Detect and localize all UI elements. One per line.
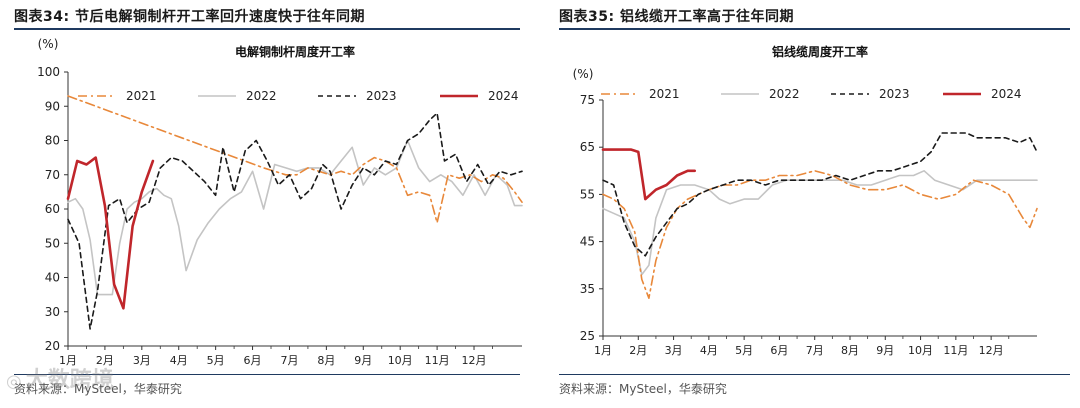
series-line-2024 [66, 156, 155, 310]
legend-label-2024: 2024 [991, 87, 1022, 101]
y-tick-label: 50 [45, 236, 60, 250]
y-tick-label: 75 [580, 93, 595, 107]
right-chart-panel: 图表35: 铝线缆开工率高于往年同期 铝线缆周度开工率 (%) 25 35 45 55 65… [545, 0, 1080, 408]
source-note: 资料来源：MySteel，华泰研究 [559, 382, 727, 396]
x-tick-label: 8月 [317, 354, 335, 367]
y-axis-label: (%) [573, 67, 594, 81]
y-tick-label: 100 [37, 65, 60, 79]
x-tick-label: 6月 [244, 354, 262, 367]
legend-label-2022: 2022 [246, 89, 277, 103]
legend-label-2024: 2024 [488, 89, 519, 103]
figure-title-34: 图表34: 节后电解铜制杆开工率回升速度快于往年同期 [14, 9, 365, 25]
y-tick-label: 65 [580, 140, 595, 154]
title-rule [14, 28, 520, 30]
watermark: ◎ 大数跨境 [6, 362, 114, 394]
x-tick-label: 11月 [425, 354, 450, 367]
x-tick-label: 12月 [462, 354, 487, 367]
series-line-2023 [67, 112, 523, 330]
x-tick-label: 2月 [96, 354, 114, 367]
left-chart-panel: 图表34: 节后电解铜制杆开工率回升速度快于往年同期 电解铜制杆周度开工率 (%)… [0, 0, 530, 408]
legend-label-2022: 2022 [769, 87, 800, 101]
y-tick-label: 40 [45, 271, 60, 285]
legend-label-2023: 2023 [366, 89, 397, 103]
y-tick-label: 45 [580, 235, 595, 249]
x-tick-label: 4月 [700, 344, 718, 357]
y-tick-label: 60 [45, 202, 60, 216]
footer-rule [14, 374, 520, 375]
copper-rod-chart: 电解铜制杆周度开工率 (%) 20 30 40 50 60 70 80 90 100 1月 2月 3月 4月… [37, 37, 523, 367]
x-tick-label: 1月 [59, 354, 77, 367]
y-tick-label: 55 [580, 187, 595, 201]
x-tick-label: 7月 [280, 354, 298, 367]
x-tick-label: 6月 [770, 344, 788, 357]
y-tick-label: 25 [580, 329, 595, 343]
x-tick-label: 3月 [133, 354, 151, 367]
x-tick-label: 9月 [876, 344, 894, 357]
x-tick-label: 10月 [908, 344, 933, 357]
series-line-2023 [602, 132, 1038, 257]
x-tick-label: 12月 [979, 344, 1004, 357]
x-tick-label: 7月 [806, 344, 824, 357]
watermark-text: 大数跨境 [25, 368, 114, 393]
y-tick-label: 35 [580, 282, 595, 296]
series-line-2024 [601, 148, 696, 201]
title-rule [559, 28, 1070, 30]
source-note: 资料来源：MySteel，华泰研究 [14, 382, 182, 396]
y-tick-label: 70 [45, 168, 60, 182]
y-tick-label: 80 [45, 134, 60, 148]
legend-label-2021: 2021 [126, 89, 157, 103]
x-tick-label: 4月 [170, 354, 188, 367]
x-tick-label: 11月 [943, 344, 968, 357]
x-tick-label: 9月 [354, 354, 372, 367]
series-line-2021 [67, 95, 523, 224]
y-tick-label: 20 [45, 339, 60, 353]
chart-title: 铝线缆周度开工率 [772, 44, 868, 59]
x-tick-label: 2月 [629, 344, 647, 357]
aluminum-cable-chart: 铝线缆周度开工率 (%) 25 35 45 55 65 75 1月 2月 3月 4月 5月 6月 7月 8月 9… [573, 44, 1038, 357]
y-tick-label: 90 [45, 99, 60, 113]
x-tick-label: 5月 [735, 344, 753, 357]
y-tick-label: 30 [45, 305, 60, 319]
chart-title: 电解铜制杆周度开工率 [235, 44, 355, 59]
legend-label-2023: 2023 [879, 87, 910, 101]
series-line-2022 [67, 139, 523, 296]
legend-label-2021: 2021 [649, 87, 680, 101]
footer-rule [559, 374, 1070, 375]
x-tick-label: 10月 [388, 354, 413, 367]
series-line-2022 [602, 170, 1038, 276]
x-tick-label: 8月 [841, 344, 859, 357]
y-axis-label: (%) [38, 37, 59, 51]
x-tick-label: 3月 [665, 344, 683, 357]
watermark-logo-icon: ◎ [6, 371, 22, 392]
x-tick-label: 5月 [207, 354, 225, 367]
figure-title-35: 图表35: 铝线缆开工率高于往年同期 [559, 9, 794, 25]
series-line-2021 [602, 170, 1038, 300]
x-tick-label: 1月 [594, 344, 612, 357]
